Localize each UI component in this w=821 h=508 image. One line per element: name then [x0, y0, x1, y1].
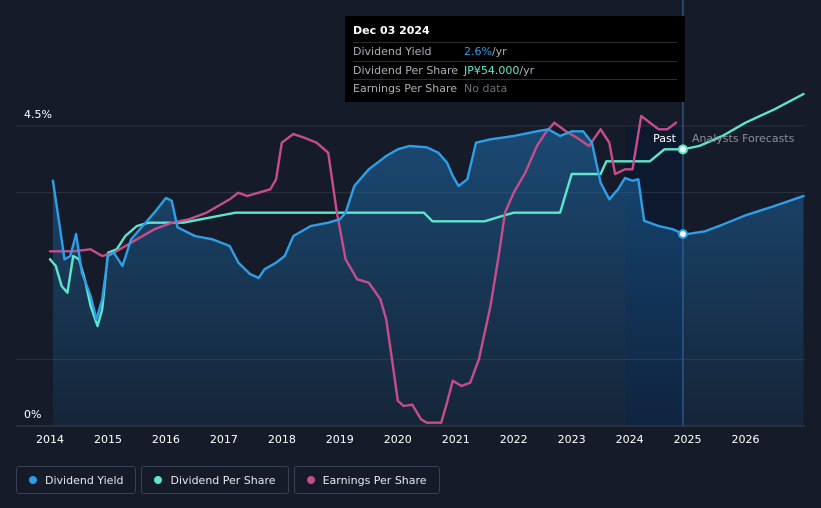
x-tick-label: 2018 [268, 433, 296, 446]
legend-item-earnings-per-share[interactable]: Earnings Per Share [293, 466, 440, 494]
tooltip-row-earnings-per-share: Earnings Per Share No data [353, 79, 677, 98]
legend-dot-icon [154, 476, 163, 484]
dividend-per-share-line [48, 92, 805, 328]
dividend-yield-area [52, 129, 804, 427]
x-tick-label: 2020 [384, 433, 412, 446]
dividend-yield-marker [677, 229, 688, 239]
forecast-label: Analysts Forecasts [692, 132, 795, 145]
x-tick-label: 2016 [152, 433, 180, 446]
legend-dot-icon [29, 476, 37, 484]
legend: Dividend Yield Dividend Per Share Earnin… [16, 466, 440, 494]
x-tick-label: 2022 [500, 433, 528, 446]
legend-item-dividend-yield[interactable]: Dividend Yield [16, 466, 137, 494]
x-axis: 2014 2015 2016 2017 2018 2019 2020 2021 2022 2023… [16, 425, 805, 446]
x-tick-label: 2026 [732, 433, 760, 446]
x-tick-label: 2025 [674, 433, 702, 446]
x-tick-label: 2014 [36, 433, 64, 446]
tooltip-value: 2.6% [464, 45, 492, 58]
x-tick-label: 2017 [210, 433, 238, 446]
earnings-per-share-line [48, 114, 678, 424]
dividend-yield-line [51, 128, 805, 321]
x-tick-label: 2019 [326, 433, 354, 446]
tooltip-label: Dividend Yield [353, 45, 432, 58]
legend-label: Dividend Per Share [170, 473, 276, 487]
tooltip-value: JP¥54.000 [464, 63, 520, 77]
tooltip-label: Earnings Per Share [353, 82, 458, 95]
past-label: Past [653, 132, 677, 145]
y-tick-label-top: 4.5% [24, 108, 52, 121]
x-tick-label: 2024 [616, 433, 644, 446]
tooltip: Dec 03 2024 Dividend Yield 2.6% /yr Divi… [345, 16, 685, 102]
tooltip-unit: /yr [519, 63, 535, 77]
tooltip-row-dividend-yield: Dividend Yield 2.6% /yr [353, 42, 677, 61]
x-tick-label: 2015 [94, 433, 122, 446]
x-tick-label: 2021 [442, 433, 470, 446]
legend-item-dividend-per-share[interactable]: Dividend Per Share [141, 466, 289, 494]
tooltip-value: No data [464, 82, 508, 95]
x-tick-label: 2023 [558, 433, 586, 446]
legend-label: Earnings Per Share [322, 473, 427, 487]
tooltip-date: Dec 03 2024 [353, 24, 430, 37]
dividend-per-share-marker [677, 144, 688, 155]
legend-label: Dividend Yield [45, 473, 124, 487]
tooltip-unit: /yr [491, 45, 507, 58]
tooltip-row-dividend-per-share: Dividend Per Share JP¥54.000 /yr [353, 60, 677, 80]
y-tick-label-bottom: 0% [24, 408, 41, 421]
legend-dot-icon [306, 476, 315, 484]
tooltip-label: Dividend Per Share [353, 63, 459, 77]
